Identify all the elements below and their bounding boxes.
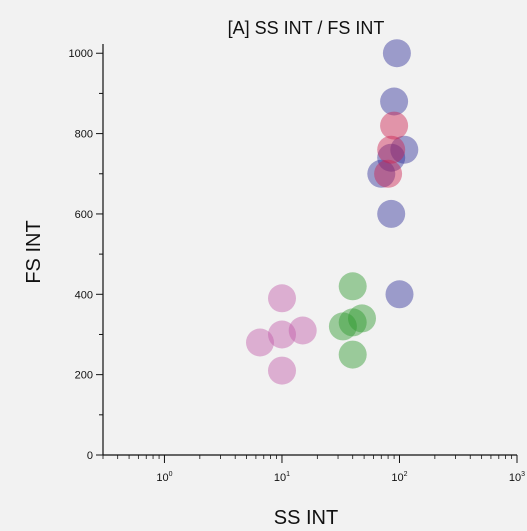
data-point xyxy=(268,356,296,385)
data-point xyxy=(328,312,357,341)
y-tick-label: 200 xyxy=(75,370,93,382)
data-point xyxy=(374,159,403,188)
y-tick-label: 0 xyxy=(87,450,93,462)
y-tick-label: 1000 xyxy=(69,48,93,60)
data-point xyxy=(367,159,396,188)
population-0 xyxy=(246,284,317,385)
y-tick-label: 400 xyxy=(75,289,93,301)
y-tick-label: 800 xyxy=(75,129,93,141)
data-point xyxy=(338,340,367,369)
chart-title: [A] SS INT / FS INT xyxy=(228,18,385,38)
population-1 xyxy=(328,272,376,369)
population-2 xyxy=(367,39,419,309)
data-point xyxy=(380,111,409,140)
data-point xyxy=(348,304,376,333)
y-tick-label: 600 xyxy=(75,209,93,221)
data-point xyxy=(377,199,406,228)
data-point xyxy=(246,328,274,357)
data-point xyxy=(338,272,367,301)
data-point xyxy=(377,135,406,164)
data-point xyxy=(288,316,317,345)
x-tick-label: 103 xyxy=(509,471,525,484)
x-tick-label: 102 xyxy=(391,471,407,484)
data-point xyxy=(382,39,411,68)
x-axis-label: SS INT xyxy=(274,507,338,529)
population-3 xyxy=(374,111,409,188)
data-point xyxy=(377,143,406,172)
tick-marks: 0 200 400 600 800 1000 100 101 102 103 xyxy=(69,48,526,484)
data-point xyxy=(385,280,414,309)
axes xyxy=(102,44,517,456)
point-clouds xyxy=(246,39,419,385)
x-tick-label: 100 xyxy=(156,471,172,484)
data-point xyxy=(380,87,409,116)
x-tick-label: 101 xyxy=(274,471,290,484)
data-point xyxy=(338,308,367,337)
data-point xyxy=(268,284,296,313)
data-point xyxy=(390,135,419,164)
y-axis-label: FS INT xyxy=(23,220,45,283)
data-point xyxy=(268,320,296,349)
